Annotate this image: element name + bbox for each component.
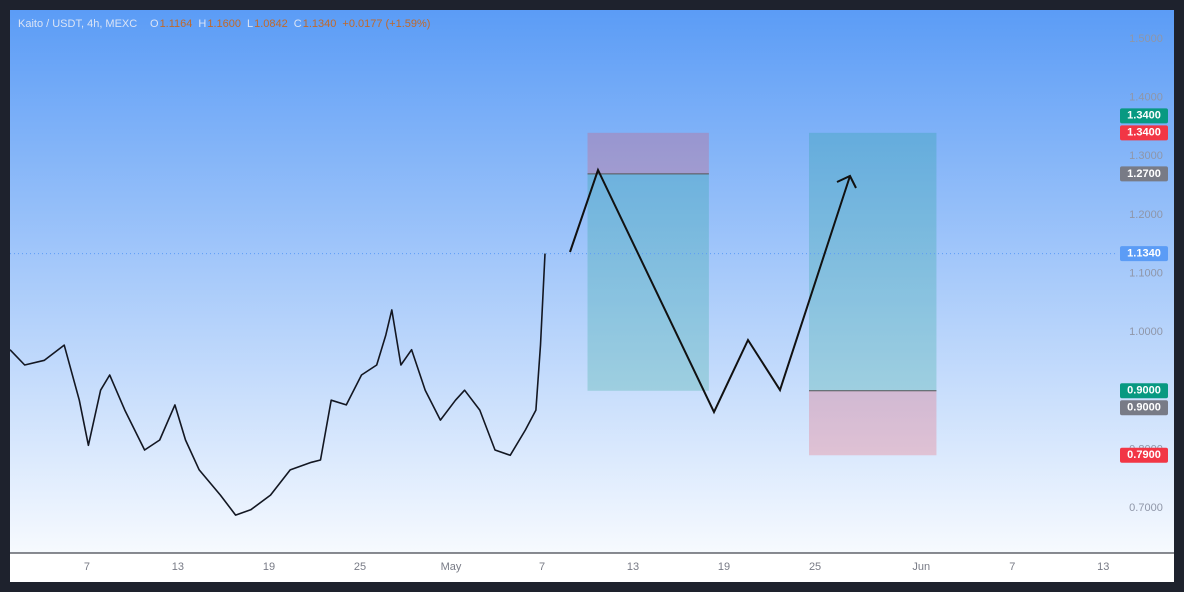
x-tick-label: 13 [1097, 561, 1109, 573]
y-tick-label: 1.2000 [1129, 209, 1163, 221]
ohlc-key: L [247, 18, 253, 30]
x-tick-label: 25 [354, 561, 366, 573]
y-tick-label: 1.1000 [1129, 267, 1163, 279]
layers: 7131925May7131925Jun7130.70000.80000.900… [10, 33, 1168, 573]
price-tag-label: 0.9000 [1127, 402, 1161, 414]
y-tick-label: 1.0000 [1129, 326, 1163, 338]
x-tick-label: Jun [912, 561, 930, 573]
plot-area [10, 132, 1118, 516]
stop-zone [587, 132, 709, 174]
price-tag-label: 0.7900 [1127, 449, 1161, 461]
ohlc-value: 1.1164 [160, 18, 193, 30]
x-tick-label: 7 [84, 561, 90, 573]
price-tag-label: 0.9000 [1127, 385, 1161, 397]
x-tick-label: 7 [539, 561, 545, 573]
projection-arrowhead [836, 174, 857, 189]
ohlc-key: O [150, 18, 159, 30]
x-axis-area [10, 553, 1174, 582]
symbol: Kaito / USDT, 4h, MEXC [18, 18, 137, 30]
price-tag [1120, 447, 1168, 463]
price-tag [1120, 108, 1168, 124]
price-tag [1120, 383, 1168, 399]
ohlc-key: H [198, 18, 206, 30]
price-line [10, 253, 546, 516]
y-tick-label: 0.7000 [1129, 502, 1163, 514]
x-tick-label: 13 [627, 561, 639, 573]
x-tick-label: 19 [718, 561, 730, 573]
x-tick-label: 19 [263, 561, 275, 573]
ohlc-value: 1.1340 [303, 18, 337, 30]
price-tag-label: 1.3400 [1127, 127, 1161, 139]
y-tick-label: 1.3000 [1129, 150, 1163, 162]
price-tag [1120, 166, 1168, 182]
projection-path [569, 167, 851, 415]
price-tag [1120, 246, 1168, 262]
chart-background [10, 10, 1174, 582]
price-tag-label: 1.2700 [1127, 168, 1161, 180]
price-tag [1120, 125, 1168, 141]
y-tick-label: 1.4000 [1129, 92, 1163, 104]
target-zone [587, 173, 709, 391]
price-tag [1120, 400, 1168, 416]
ohlc-key: C [294, 18, 302, 30]
target-zone [809, 132, 937, 391]
change: +0.0177 (+1.59%) [342, 18, 430, 30]
ohlc-legend: O 1.1164 H 1.1600 L 1.0842 C 1.1340 +0.0177 (+1.… [150, 18, 430, 30]
y-tick-label: 1.5000 [1129, 33, 1163, 45]
stop-zone [809, 390, 937, 456]
price-tag-label: 1.3400 [1127, 110, 1161, 122]
x-tick-label: 7 [1009, 561, 1015, 573]
x-tick-label: May [441, 561, 462, 573]
x-tick-label: 25 [809, 561, 821, 573]
ohlc-value: 1.0842 [254, 18, 288, 30]
price-tag-label: 1.1340 [1127, 247, 1161, 259]
x-tick-label: 13 [172, 561, 184, 573]
ohlc-value: 1.1600 [207, 18, 241, 30]
